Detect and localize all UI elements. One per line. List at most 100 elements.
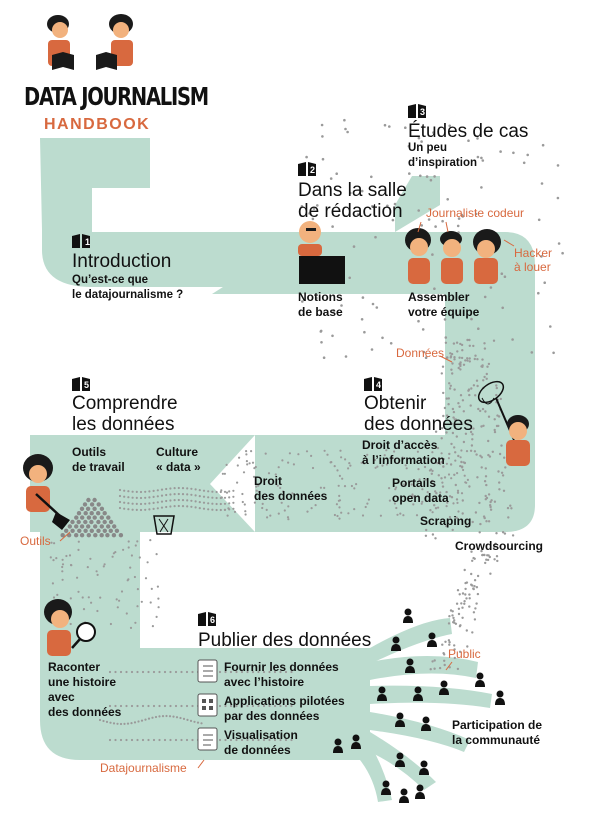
- data-dot: [175, 716, 179, 719]
- data-dot: [445, 414, 449, 417]
- data-dot: [464, 432, 468, 435]
- data-dot: [96, 528, 101, 533]
- data-dot: [287, 518, 290, 521]
- data-dot: [141, 670, 145, 674]
- label-hacker: Hacker à louer: [514, 246, 553, 274]
- data-dot: [476, 358, 479, 361]
- data-dot: [510, 507, 513, 510]
- data-dot: [557, 242, 561, 245]
- data-dot: [474, 394, 477, 397]
- data-dot: [429, 668, 432, 671]
- data-dot: [108, 519, 114, 525]
- data-dot: [470, 550, 473, 553]
- data-dot: [463, 602, 466, 605]
- data-dot: [141, 704, 145, 708]
- data-dot: [118, 494, 122, 498]
- data-dot: [96, 573, 99, 577]
- data-dot: [506, 506, 510, 510]
- data-dot: [245, 460, 248, 463]
- data-dot: [495, 384, 498, 387]
- data-dot: [86, 497, 91, 503]
- data-dot: [269, 514, 272, 517]
- data-dot: [435, 492, 438, 495]
- data-dot: [415, 514, 419, 517]
- data-dot: [370, 175, 373, 179]
- data-dot: [385, 463, 388, 466]
- data-dot: [479, 522, 482, 526]
- svg-text:6: 6: [210, 615, 215, 625]
- data-dot: [371, 205, 374, 208]
- data-dot: [466, 357, 469, 360]
- data-dot: [229, 738, 233, 742]
- data-dot: [251, 704, 255, 708]
- person-icon: [415, 784, 425, 799]
- data-dot: [320, 341, 323, 344]
- data-dot: [136, 704, 139, 708]
- data-dot: [215, 508, 218, 512]
- data-dot: [219, 502, 222, 506]
- data-dot: [177, 492, 180, 496]
- data-dot: [338, 506, 341, 509]
- data-dot: [483, 342, 486, 345]
- data-dot: [224, 704, 227, 708]
- data-dot: [135, 490, 138, 493]
- data-dot: [311, 217, 315, 221]
- data-dot: [131, 508, 134, 511]
- data-dot: [371, 302, 375, 306]
- label-visualisation: Visualisation de données: [224, 728, 298, 757]
- data-dot: [284, 704, 288, 708]
- data-dot: [211, 490, 214, 493]
- data-dot: [429, 509, 432, 512]
- data-dot: [251, 670, 255, 674]
- data-dot: [457, 612, 461, 616]
- data-dot: [440, 477, 443, 480]
- data-dot: [267, 472, 271, 475]
- data-dot: [468, 419, 472, 422]
- data-dot: [163, 670, 167, 674]
- data-dot: [152, 704, 156, 708]
- data-dot: [430, 472, 433, 475]
- data-dot: [134, 621, 137, 624]
- data-dot: [448, 382, 451, 385]
- data-dot: [322, 356, 326, 360]
- data-dot: [411, 493, 414, 496]
- data-dot: [186, 499, 189, 502]
- data-dot: [108, 528, 114, 533]
- data-dot: [139, 490, 143, 494]
- data-dot: [374, 466, 377, 469]
- data-dot: [386, 204, 389, 208]
- data-dot: [466, 359, 469, 362]
- data-dot: [500, 272, 504, 276]
- data-dot: [152, 495, 155, 498]
- data-dot: [434, 537, 437, 540]
- data-dot: [218, 738, 222, 742]
- data-dot: [381, 464, 384, 467]
- data-dot: [421, 488, 424, 491]
- data-dot: [434, 225, 437, 228]
- data-dot: [235, 670, 238, 674]
- data-dot: [443, 422, 446, 425]
- data-dot: [257, 670, 260, 674]
- data-dot: [111, 555, 114, 558]
- data-dot: [410, 483, 413, 486]
- data-dot: [451, 407, 455, 411]
- data-dot: [198, 501, 201, 504]
- data-dot: [461, 512, 464, 515]
- data-dot: [136, 738, 139, 742]
- data-dot: [180, 738, 183, 742]
- data-dot: [399, 512, 402, 515]
- data-dot: [125, 704, 128, 708]
- data-dot: [480, 186, 483, 189]
- label-droit-acces: Droit d’accès à l’information: [362, 438, 445, 467]
- data-dot: [292, 463, 295, 466]
- data-dot: [453, 446, 456, 449]
- data-dot: [495, 555, 499, 558]
- data-dot: [198, 507, 201, 510]
- data-dot: [395, 506, 398, 510]
- data-dot: [477, 407, 480, 411]
- data-dot: [488, 455, 492, 458]
- data-dot: [276, 484, 279, 487]
- data-dot: [207, 508, 210, 511]
- data-dot: [165, 487, 168, 491]
- data-dot: [202, 501, 206, 504]
